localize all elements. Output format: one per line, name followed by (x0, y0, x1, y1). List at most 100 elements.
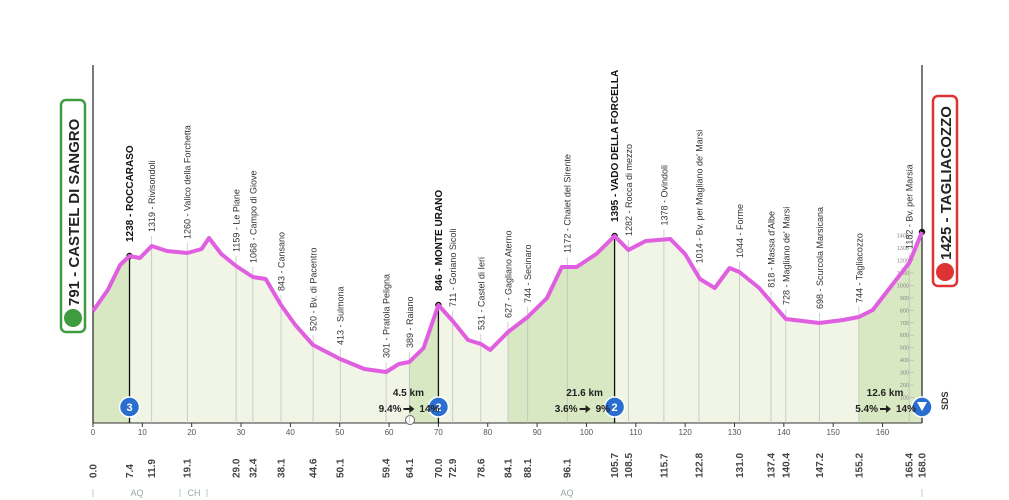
waypoint-label: 1182 - Bv. per Marsia (905, 164, 915, 249)
climb-gradient-to: 9% (596, 404, 611, 415)
km-label: 137.4 (767, 453, 778, 478)
km-label: 0.0 (89, 464, 100, 478)
distance-tick-label: 0 (91, 428, 96, 437)
finish-note: SDS (940, 391, 950, 410)
distance-tick-label: 40 (286, 428, 295, 437)
waypoint-label: 728 - Magliano de' Marsi (781, 207, 791, 305)
distance-tick-label: 20 (187, 428, 196, 437)
altitude-tick-label: 700 (900, 321, 909, 327)
waypoint-label: 1282 - Rocca di mezzo (624, 144, 634, 236)
altitude-tick-label: 100 (900, 396, 909, 402)
finish-badge: 1425 - TAGLIACOZZO SDS (931, 94, 959, 410)
altitude-tick-label: 500 (900, 346, 909, 352)
km-label: 59.4 (382, 458, 393, 478)
waypoint-label: 389 - Raiano (405, 296, 415, 348)
altitude-tick-label: 200 (900, 383, 909, 389)
waypoint-label: 818 - Massa d'Albe (767, 211, 777, 288)
waypoint-label: 846 - MONTE URANO (434, 190, 445, 291)
waypoint-label: 1238 - ROCCARASO (125, 145, 136, 242)
km-label: 64.1 (405, 458, 416, 478)
km-label: 11.9 (147, 459, 158, 478)
climb-category: 2 (612, 402, 618, 414)
waypoint-label: 520 - Bv. di Pacentro (309, 248, 319, 331)
altitude-tick-label: 600 (900, 333, 909, 339)
km-label: 78.6 (476, 458, 487, 478)
km-label: 105.7 (610, 453, 621, 478)
km-label: 38.1 (277, 458, 288, 478)
distance-tick-label: 130 (728, 428, 742, 437)
distance-tick-label: 100 (580, 428, 594, 437)
finish-arrow (917, 402, 927, 411)
region-label: AQ (560, 488, 573, 498)
km-label: 131.0 (735, 453, 746, 478)
climb-category: 3 (126, 402, 132, 414)
distance-tick-label: 50 (335, 428, 344, 437)
distance-tick-label: 10 (138, 428, 147, 437)
altitude-tick-label: 400 (900, 358, 909, 364)
altitude-tick-label: 1400 (897, 234, 909, 240)
altitude-tick-label: 1300 (897, 246, 909, 252)
distance-tick-label: 60 (385, 428, 394, 437)
waypoint-label: 1068 - Campo di Giove (248, 170, 258, 263)
waypoint-label: 1172 - Chalet del Sirente (563, 154, 573, 253)
km-label: 168.0 (918, 453, 929, 478)
climb-badge (427, 396, 450, 418)
waypoint-label: 744 - Secinaro (523, 244, 533, 303)
waypoint-label: 531 - Castel di Ieri (476, 257, 486, 330)
region-label: AQ (130, 488, 143, 498)
altitude-tick-label: 900 (900, 296, 909, 302)
gradient-arrow (579, 405, 591, 413)
waypoint-label: 1319 - Rivisondoli (147, 160, 157, 232)
start-badge: 791 - CASTEL DI SANGRO (59, 98, 87, 334)
profile-line (91, 231, 924, 374)
region-label: CH (188, 488, 201, 498)
climb-gradient-from: 9.4% (379, 404, 402, 415)
km-label: 122.8 (694, 453, 705, 478)
waypoint-label: 1159 - Le Piane (232, 189, 242, 252)
gradient-arrow (880, 405, 891, 413)
km-label: 19.1 (183, 458, 194, 478)
distance-tick-label: 90 (533, 428, 542, 437)
sprint-icon (405, 415, 415, 425)
km-label: 72.9 (448, 458, 459, 478)
km-label: 50.1 (336, 458, 347, 478)
distance-tick-label: 110 (629, 428, 642, 437)
climb-category: 2 (435, 402, 441, 414)
km-label: 88.1 (523, 458, 534, 478)
waypoint-label: 698 - Scurcola Marsicana (815, 207, 825, 309)
waypoint-label: 1044 - Forme (735, 204, 745, 258)
climb-length: 21.6 km (566, 388, 603, 399)
climb-badge (603, 396, 626, 418)
km-label: 96.1 (563, 458, 574, 478)
waypoint-label: 413 - Sulmona (336, 286, 346, 345)
waypoint-label: 843 - Cansano (277, 232, 287, 291)
distance-tick-label: 80 (483, 428, 492, 437)
km-label: 7.4 (125, 464, 136, 478)
waypoint-label: 301 - Pratola Peligna (382, 274, 392, 358)
km-label: 32.4 (248, 458, 259, 478)
km-label: 165.4 (905, 453, 916, 478)
km-label: 115.7 (659, 453, 670, 478)
waypoint-label: 627 - Gagliano Aterno (503, 230, 513, 318)
waypoint-label: 744 - Tagliacozzo (854, 233, 864, 303)
climb-gradient-to: 14% (896, 404, 916, 415)
altitude-tick-label: 1200 (897, 258, 909, 264)
km-label: 44.6 (309, 458, 320, 478)
waypoint-label: 1014 - Bv. per Magliano de' Marsi (694, 130, 704, 264)
altitude-tick-label: 1000 (897, 283, 909, 289)
distance-tick-label: 160 (876, 428, 890, 437)
waypoint-label: 1395 - VADO DELLA FORCELLA (610, 70, 621, 222)
climb-badge (118, 396, 141, 418)
altitude-tick-label: 300 (900, 371, 909, 377)
finish-label: 1425 - TAGLIACOZZO (938, 106, 955, 260)
km-label: 140.4 (781, 453, 792, 478)
distance-tick-label: 30 (237, 428, 246, 437)
climb-gradient-to: 14% (419, 404, 439, 415)
distance-tick-label: 140 (777, 428, 791, 437)
climb-gradient-from: 3.6% (555, 404, 578, 415)
km-label: 155.2 (854, 453, 865, 478)
climb-gradient-from: 5.4% (855, 404, 878, 415)
km-label: 147.2 (815, 453, 826, 478)
km-label: 29.0 (232, 458, 243, 478)
